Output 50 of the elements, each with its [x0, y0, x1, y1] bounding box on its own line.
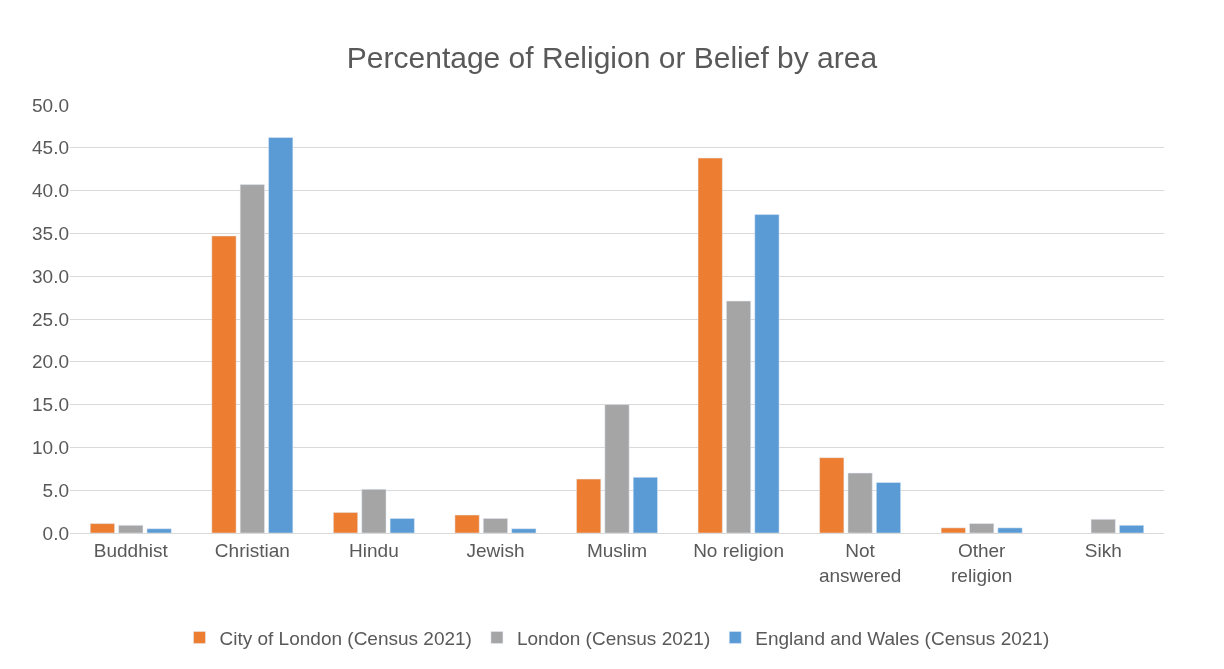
bar — [454, 514, 480, 533]
bar — [819, 457, 845, 533]
y-tick-label: 20.0 — [32, 351, 69, 373]
bar — [876, 482, 901, 533]
bar — [969, 523, 995, 533]
bar — [997, 527, 1023, 533]
bar — [697, 157, 723, 533]
y-tick-label: 5.0 — [42, 479, 69, 501]
bar — [268, 137, 294, 533]
x-tick-label: No religion — [693, 539, 784, 561]
x-tick-label: Not answered — [818, 539, 902, 586]
bar — [239, 184, 265, 533]
bar — [333, 512, 358, 533]
x-tick-label: Jewish — [466, 539, 525, 561]
bar — [511, 528, 537, 533]
x-tick-label: Other religion — [951, 539, 1013, 586]
y-tick-label: 10.0 — [32, 437, 69, 459]
legend-label: London (Census 2021) — [516, 627, 711, 649]
bar — [1119, 525, 1144, 533]
x-tick-label: Muslim — [586, 539, 648, 561]
bar — [118, 525, 144, 533]
bar — [632, 477, 658, 533]
chart-title: Percentage of Religion or Belief by area — [346, 40, 878, 74]
bar — [847, 472, 873, 533]
y-tick-label: 15.0 — [32, 394, 69, 416]
bar — [1090, 519, 1116, 533]
y-tick-label: 50.0 — [32, 94, 69, 116]
y-tick-label: 45.0 — [32, 137, 69, 159]
bar — [361, 489, 387, 533]
x-tick-label: Sikh — [1084, 539, 1122, 561]
bar — [940, 527, 966, 533]
legend-label: City of London (Census 2021) — [219, 627, 472, 649]
bar — [146, 528, 172, 533]
x-tick-label: Christian — [214, 539, 290, 561]
y-tick-label: 0.0 — [42, 522, 69, 544]
bar — [211, 235, 237, 533]
y-tick-label: 35.0 — [32, 223, 69, 245]
bar — [90, 523, 115, 533]
y-tick-label: 25.0 — [32, 308, 69, 330]
legend-label: England and Wales (Census 2021) — [755, 627, 1050, 649]
bar — [576, 478, 602, 533]
bar — [726, 300, 751, 533]
bar — [389, 518, 415, 533]
bar — [754, 214, 780, 533]
x-tick-label: Hindu — [349, 539, 399, 561]
x-tick-label: Buddhist — [93, 539, 169, 561]
bar — [483, 518, 508, 533]
y-tick-label: 30.0 — [32, 265, 69, 287]
y-tick-label: 40.0 — [32, 180, 69, 202]
bar — [604, 404, 630, 533]
